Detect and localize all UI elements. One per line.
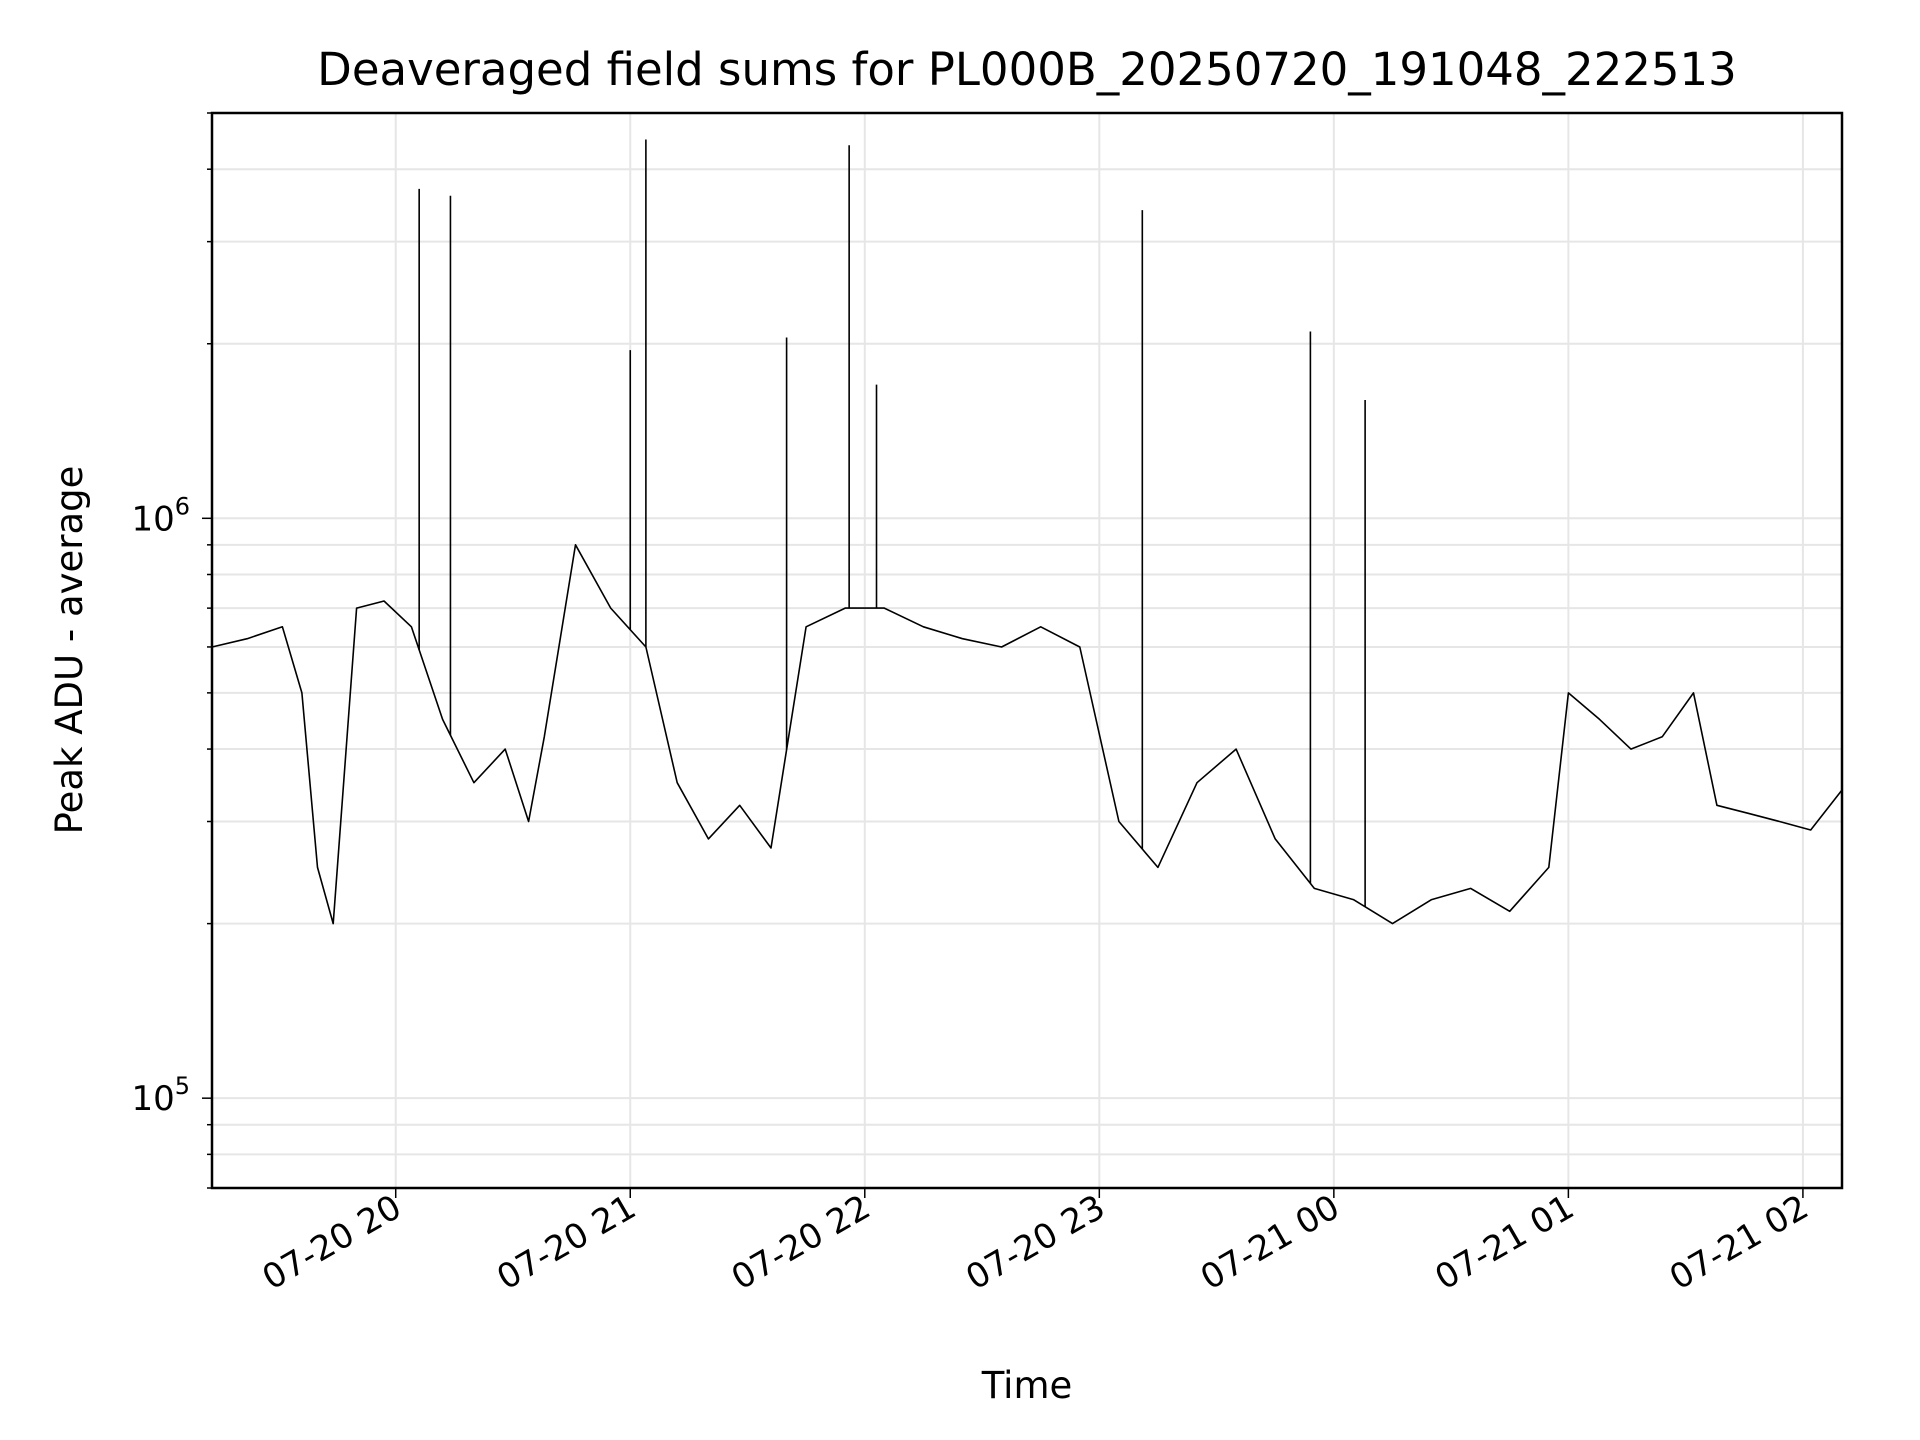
plot-frame <box>210 111 1844 1190</box>
y-tick-label: 105 <box>131 1072 190 1119</box>
data-line <box>211 543 1843 925</box>
grid <box>212 112 1842 1189</box>
y-tick-label: 106 <box>131 492 190 539</box>
chart-title: Deaveraged field sums for PL000B_2025072… <box>317 43 1737 96</box>
x-axis-label: Time <box>981 1364 1073 1407</box>
series <box>211 139 1843 925</box>
y-axis-label: Peak ADU - average <box>48 466 91 835</box>
y-axis: 105 106 <box>131 112 212 1189</box>
